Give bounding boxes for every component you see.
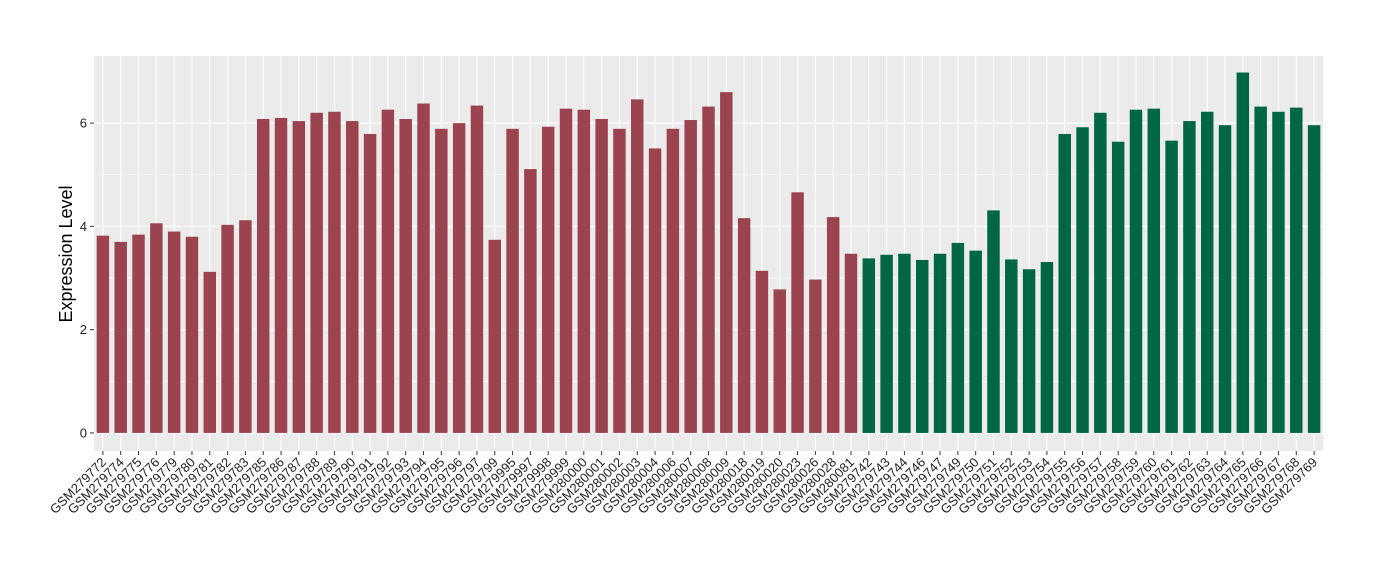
bar-GSM280026 <box>809 279 822 433</box>
bar-GSM279761 <box>1165 140 1178 433</box>
bar-GSM280019 <box>755 270 769 433</box>
y-tick-label: 6 <box>80 116 87 131</box>
bar-GSM279781 <box>203 271 217 433</box>
bar-GSM279757 <box>1094 112 1107 433</box>
bar-GSM279749 <box>951 242 965 433</box>
bar-GSM279753 <box>1022 269 1036 433</box>
bar-GSM279747 <box>933 253 947 433</box>
bar-GSM280001 <box>595 118 608 433</box>
bar-GSM280081 <box>844 253 858 433</box>
bar-GSM279744 <box>898 253 911 433</box>
y-axis: 0 2 4 6 <box>80 116 94 440</box>
bar-GSM279743 <box>880 254 893 433</box>
bar-GSM279767 <box>1272 111 1285 433</box>
bar-GSM279796 <box>452 123 466 433</box>
y-axis-title: Expression Level <box>56 185 76 322</box>
bar-GSM279763 <box>1200 111 1214 433</box>
bar-GSM279760 <box>1147 108 1161 433</box>
bar-GSM279754 <box>1040 262 1054 433</box>
bar-GSM279785 <box>256 118 270 433</box>
bar-GSM279783 <box>239 220 252 433</box>
bar-GSM279789 <box>328 111 341 433</box>
bar-GSM279792 <box>381 109 395 433</box>
bar-GSM279794 <box>417 103 430 433</box>
bar-GSM279790 <box>346 121 359 433</box>
bar-GSM279999 <box>559 108 573 433</box>
bar-GSM279795 <box>435 128 448 433</box>
bar-GSM279759 <box>1129 109 1143 433</box>
bar-GSM279746 <box>916 259 929 433</box>
x-axis: GSM279772GSM279774GSM279775GSM279776GSM2… <box>47 451 1320 517</box>
bar-GSM279793 <box>399 118 412 433</box>
bar-GSM280004 <box>648 148 662 433</box>
bar-GSM280008 <box>702 106 715 433</box>
bar-GSM280002 <box>613 128 626 433</box>
bar-GSM279797 <box>470 105 484 433</box>
bar-GSM279750 <box>969 250 982 433</box>
bar-GSM279765 <box>1236 72 1250 433</box>
bar-GSM279774 <box>114 241 127 433</box>
bar-GSM279768 <box>1290 107 1303 433</box>
bar-GSM280000 <box>577 109 591 433</box>
y-tick-label: 0 <box>80 425 87 440</box>
bar-GSM279782 <box>221 224 234 433</box>
bar-GSM279779 <box>167 231 181 433</box>
bar-GSM279788 <box>310 112 323 433</box>
bar-GSM280007 <box>684 120 697 433</box>
bar-GSM279787 <box>292 121 306 433</box>
bar-GSM279766 <box>1254 106 1267 433</box>
bar-GSM279751 <box>987 210 1000 433</box>
bar-GSM279995 <box>506 128 519 433</box>
bar-GSM279762 <box>1183 121 1196 433</box>
bar-GSM279799 <box>488 239 501 433</box>
bar-GSM280020 <box>773 289 786 433</box>
bar-GSM279776 <box>150 223 163 433</box>
y-tick-label: 4 <box>80 219 87 234</box>
bar-GSM279742 <box>862 258 876 433</box>
bar-GSM280009 <box>720 92 733 433</box>
bar-GSM279755 <box>1058 133 1071 433</box>
bar-GSM280028 <box>826 217 840 433</box>
bar-GSM279775 <box>132 234 145 433</box>
bar-GSM279780 <box>185 236 199 433</box>
bar-GSM279998 <box>541 126 555 433</box>
bar-GSM280018 <box>737 218 751 433</box>
y-tick-label: 2 <box>80 322 87 337</box>
bar-GSM279772 <box>96 235 110 433</box>
bar-GSM279786 <box>274 117 288 433</box>
bar-GSM279997 <box>524 169 537 433</box>
bar-GSM279756 <box>1076 127 1089 433</box>
bar-GSM279758 <box>1111 141 1125 433</box>
bar-GSM279752 <box>1005 259 1018 433</box>
bar-GSM279769 <box>1307 125 1321 433</box>
bar-GSM279791 <box>363 133 377 433</box>
bar-GSM280006 <box>666 128 680 433</box>
bar-GSM280023 <box>791 192 804 433</box>
bar-GSM280003 <box>631 99 644 433</box>
bars <box>96 72 1321 433</box>
bar-GSM279764 <box>1218 125 1232 433</box>
